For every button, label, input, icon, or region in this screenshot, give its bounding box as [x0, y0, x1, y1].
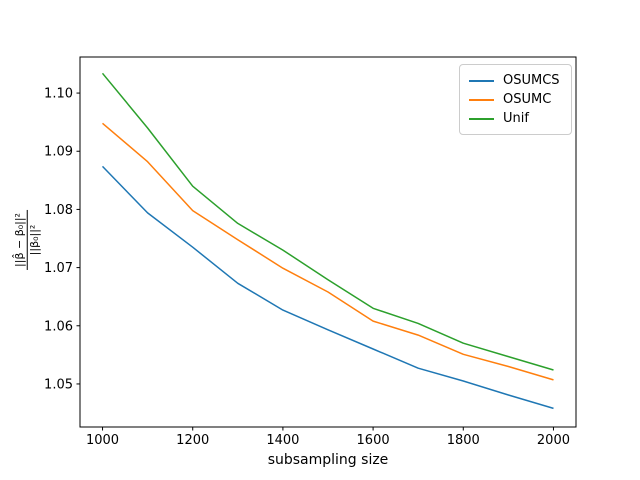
y-axis-label-numerator: ||β̂ − β₀||² — [12, 210, 28, 270]
legend-item-osumcs: OSUMCS — [469, 71, 563, 90]
series-line-unif — [101, 72, 554, 371]
legend-line-sample — [469, 117, 494, 120]
y-tick-label: 1.07 — [44, 261, 73, 276]
x-axis-label: subsampling size — [267, 452, 389, 468]
x-tick-label: 1000 — [86, 433, 119, 448]
plot-area — [79, 56, 577, 428]
legend-line-sample — [469, 79, 494, 82]
series-line-osumc — [102, 122, 554, 381]
legend-label: OSUMC — [503, 92, 552, 107]
y-tick-label: 1.10 — [44, 87, 73, 102]
x-tick-label: 1800 — [447, 433, 480, 448]
legend-label: Unif — [503, 111, 529, 126]
legend-item-osumc: OSUMC — [469, 90, 563, 109]
legend-label: OSUMCS — [503, 73, 560, 88]
legend-item-unif: Unif — [469, 109, 563, 128]
legend-line-sample — [469, 98, 494, 101]
x-tick-label: 2000 — [537, 433, 570, 448]
y-tick-label: 1.08 — [44, 203, 73, 218]
y-tick-label: 1.09 — [44, 145, 73, 160]
x-tick-label: 1200 — [176, 433, 209, 448]
y-tick-label: 1.05 — [44, 377, 73, 392]
y-axis-label: ||β̂ − β₀||² ||β₀||² — [12, 210, 42, 270]
x-tick-label: 1400 — [266, 433, 299, 448]
series-line-osumcs — [101, 165, 554, 410]
legend: OSUMCS OSUMC Unif — [459, 64, 572, 135]
y-axis-label-denominator: ||β₀||² — [27, 224, 41, 256]
x-tick-label: 1600 — [357, 433, 390, 448]
y-tick-label: 1.06 — [44, 319, 73, 334]
